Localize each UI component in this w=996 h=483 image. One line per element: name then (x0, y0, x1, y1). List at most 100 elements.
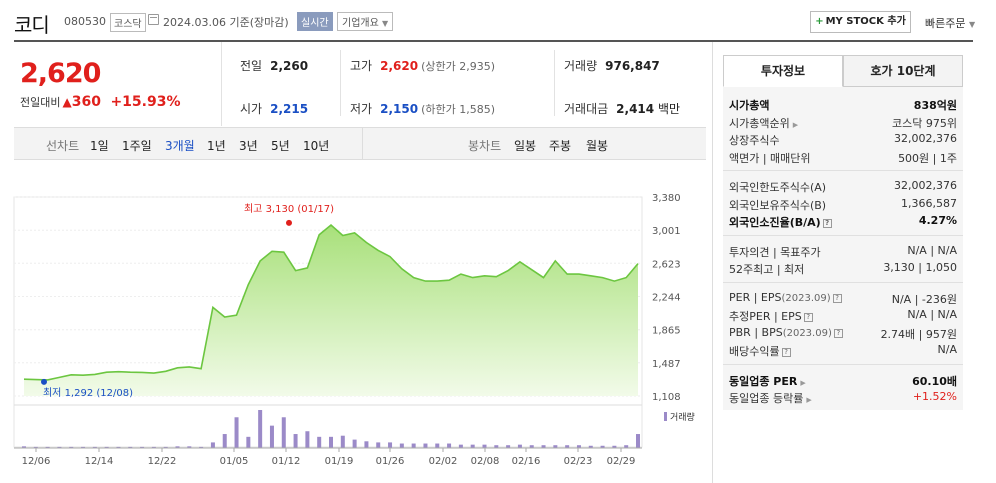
price-stats: 전일 2,260 시가 2,215 고가 2,620 (상한가 2,935) 저가 2,1… (222, 42, 706, 126)
period-1y[interactable]: 1년 (207, 139, 226, 153)
x-tick-label: 12/22 (148, 456, 177, 467)
stock-name: 코디 (14, 13, 50, 37)
volume-bar (612, 445, 617, 448)
info-row[interactable]: 시가총액순위 ▶ 코스닥 975위 (729, 113, 957, 131)
help-icon[interactable]: ? (832, 293, 842, 303)
stat-prev: 전일 2,260 (240, 59, 309, 73)
info-row-label: 액면가 | 매매단위 (729, 151, 811, 165)
chevron-right-icon: ▶ (806, 396, 812, 404)
period-5y[interactable]: 5년 (271, 139, 290, 153)
stat-volume: 거래량 976,847 (564, 59, 660, 73)
x-tick-label: 01/05 (220, 456, 249, 467)
company-info-dropdown[interactable]: 기업개요 ▼ (337, 12, 394, 31)
high-label: 최고 3,130 (01/17) (244, 203, 334, 215)
divider (712, 42, 713, 483)
y-tick-label: 2,244 (652, 293, 681, 304)
stat-amount: 거래대금 2,414 백만 (564, 102, 681, 116)
chevron-down-icon: ▼ (382, 19, 389, 28)
volume-bar (494, 445, 499, 448)
realtime-button[interactable]: 실시간 (297, 12, 333, 31)
info-row-value: 1,366,587 (901, 196, 957, 210)
volume-bar (636, 434, 640, 448)
volume-bar (529, 445, 534, 448)
low-marker (41, 378, 47, 385)
low-label: 최저 1,292 (12/08) (43, 387, 133, 399)
info-row: 상장주식수 32,002,376 (729, 130, 957, 148)
high-marker (286, 219, 292, 226)
info-row-label: 시가총액순위 ▶ (729, 116, 799, 130)
change-percent: +15.93% (110, 94, 181, 110)
info-row-label: 추정PER | EPS? (729, 308, 813, 324)
price-chart[interactable]: 1,108 1,487 1,865 2,244 2,623 3,001 3,380 12/0… (0, 160, 706, 483)
info-row[interactable]: 동일업종 등락률 ▶ +1.52% (729, 388, 957, 406)
info-row: 외국인한도주식수(A) 32,002,376 (729, 177, 957, 195)
x-tick-label: 12/14 (85, 456, 114, 467)
volume-bar (482, 444, 487, 448)
info-row-label: 외국인보유주식수(B) (729, 198, 827, 212)
help-icon[interactable]: ? (833, 328, 843, 338)
divider (723, 230, 963, 236)
volume-bar (541, 445, 546, 448)
info-row: 액면가 | 매매단위 500원 | 1주 (729, 148, 957, 166)
period-1d[interactable]: 1일 (90, 139, 109, 153)
price-block: 2,620 전일대비 ▲360 +15.93% (14, 42, 222, 126)
stat-high: 고가 2,620 (상한가 2,935) (350, 59, 495, 73)
info-row-label: PER | EPS(2023.09)? (729, 291, 842, 304)
line-chart-label: 선차트 (46, 139, 80, 153)
plus-icon: + (815, 16, 824, 27)
volume-bar (340, 435, 345, 448)
volume-bar (293, 434, 298, 448)
info-row-value: 60.10배 (912, 374, 957, 388)
volume-bar (81, 446, 86, 448)
volume-bar (175, 446, 180, 448)
volume-bar (104, 446, 109, 448)
info-row: 시가총액 838억원 (729, 95, 957, 113)
info-row: PER | EPS(2023.09)? N/A | -236원 (729, 289, 957, 307)
divider (554, 50, 555, 116)
info-table: 시가총액 838억원 시가총액순위 ▶ 코스닥 975위 상장주식수 32,002,376 액… (723, 87, 963, 410)
up-triangle-icon: ▲ (62, 95, 72, 109)
volume-bar (163, 446, 168, 448)
tab-investment-info[interactable]: 투자정보 (723, 55, 843, 87)
candle-weekly[interactable]: 주봉 (549, 139, 572, 153)
x-tick-label: 02/02 (429, 456, 458, 467)
volume-bar (269, 425, 274, 448)
volume-bar (588, 445, 593, 448)
info-row-value: 2.74배 | 957원 (880, 327, 957, 341)
volume-bar (624, 445, 629, 448)
x-tick-label: 12/06 (22, 456, 51, 467)
help-icon[interactable]: ? (822, 219, 832, 228)
period-3y[interactable]: 3년 (239, 139, 258, 153)
volume-bar (411, 443, 416, 448)
x-tick-label: 01/26 (376, 456, 405, 467)
chevron-down-icon: ▼ (968, 20, 976, 29)
info-row-value: 838억원 (913, 99, 957, 112)
info-row: 투자의견 | 목표주가 N/A | N/A (729, 242, 957, 260)
info-row[interactable]: 동일업종 PER ▶ 60.10배 (729, 371, 957, 389)
period-3m[interactable]: 3개월 (165, 139, 195, 153)
y-tick-label: 1,865 (652, 326, 681, 337)
mystock-add-button[interactable]: + MY STOCK 추가 (810, 11, 911, 33)
tab-orderbook-10[interactable]: 호가 10단계 (843, 55, 963, 87)
current-price: 2,620 (20, 58, 101, 89)
volume-bar (69, 446, 74, 448)
period-1w[interactable]: 1주일 (122, 139, 152, 153)
help-icon[interactable]: ? (781, 348, 791, 357)
x-tick-label: 01/12 (272, 456, 301, 467)
info-row-label: 상장주식수 (729, 134, 780, 147)
volume-bar (553, 445, 558, 448)
volume-bar (376, 442, 381, 448)
candle-monthly[interactable]: 월봉 (586, 139, 609, 153)
divider (723, 277, 963, 283)
stat-low: 저가 2,150 (하한가 1,585) (350, 102, 495, 116)
info-row: 배당수익률? N/A (729, 341, 957, 359)
help-icon[interactable]: ? (803, 313, 813, 322)
chart-toolbar: 선차트 1일 1주일 3개월 1년 3년 5년 10년 봉차트 일봉 주봉 월봉 (14, 127, 706, 160)
info-row-label: 외국인소진율(B/A)? (729, 214, 832, 230)
info-row-value: N/A | -236원 (891, 292, 957, 306)
period-10y[interactable]: 10년 (303, 139, 330, 153)
volume-bar (447, 443, 452, 448)
stock-code: 080530 (64, 15, 106, 28)
quick-order-button[interactable]: 빠른주문 ▼ (925, 17, 976, 30)
candle-daily[interactable]: 일봉 (514, 139, 537, 153)
